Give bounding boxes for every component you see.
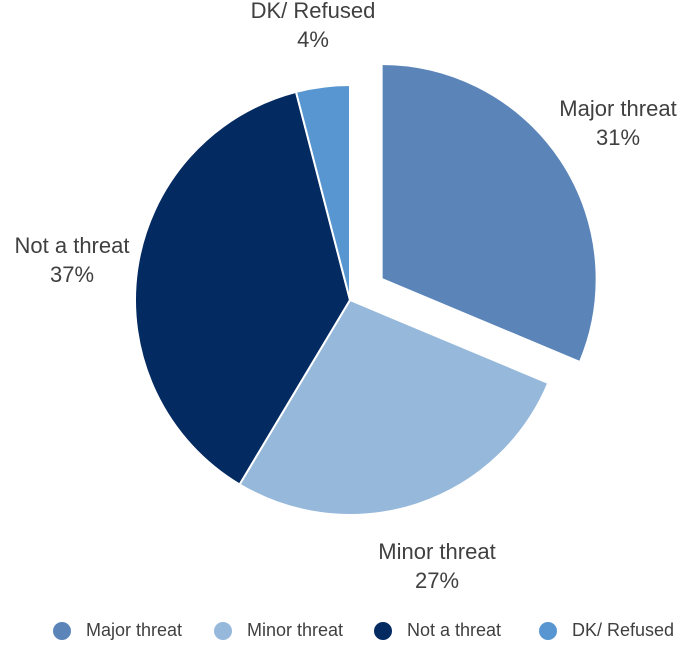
pie-slices [134, 62, 598, 516]
legend-marker-minor-threat [214, 622, 232, 640]
legend-marker-not-a-threat [374, 622, 392, 640]
pie-slice-not-a-threat [134, 90, 352, 486]
slice-label-not-a-threat: Not a threat [15, 233, 130, 258]
slice-value-not-a-threat: 37% [50, 262, 94, 287]
slice-label-dk-refused: DK/ Refused [251, 0, 376, 23]
slice-value-dk-refused: 4% [297, 27, 329, 52]
slice-value-minor-threat: 27% [415, 568, 459, 593]
legend-label-major-threat: Major threat [86, 620, 182, 640]
pie-slice-dk-refused [294, 83, 351, 301]
chart-legend: Major threat Minor threat Not a threat DK/ … [53, 620, 674, 640]
pie-slice-major-threat [380, 62, 598, 364]
legend-label-minor-threat: Minor threat [247, 620, 343, 640]
legend-label-dk-refused: DK/ Refused [572, 620, 674, 640]
legend-marker-dk-refused [539, 622, 557, 640]
legend-label-not-a-threat: Not a threat [407, 620, 501, 640]
pie-slice-minor-threat [238, 298, 550, 516]
slice-label-minor-threat: Minor threat [378, 539, 495, 564]
legend-marker-major-threat [53, 622, 71, 640]
slice-labels: Major threat 31% Minor threat 27% Not a thre… [15, 0, 677, 593]
slice-label-major-threat: Major threat [559, 96, 676, 121]
slice-value-major-threat: 31% [596, 125, 640, 150]
